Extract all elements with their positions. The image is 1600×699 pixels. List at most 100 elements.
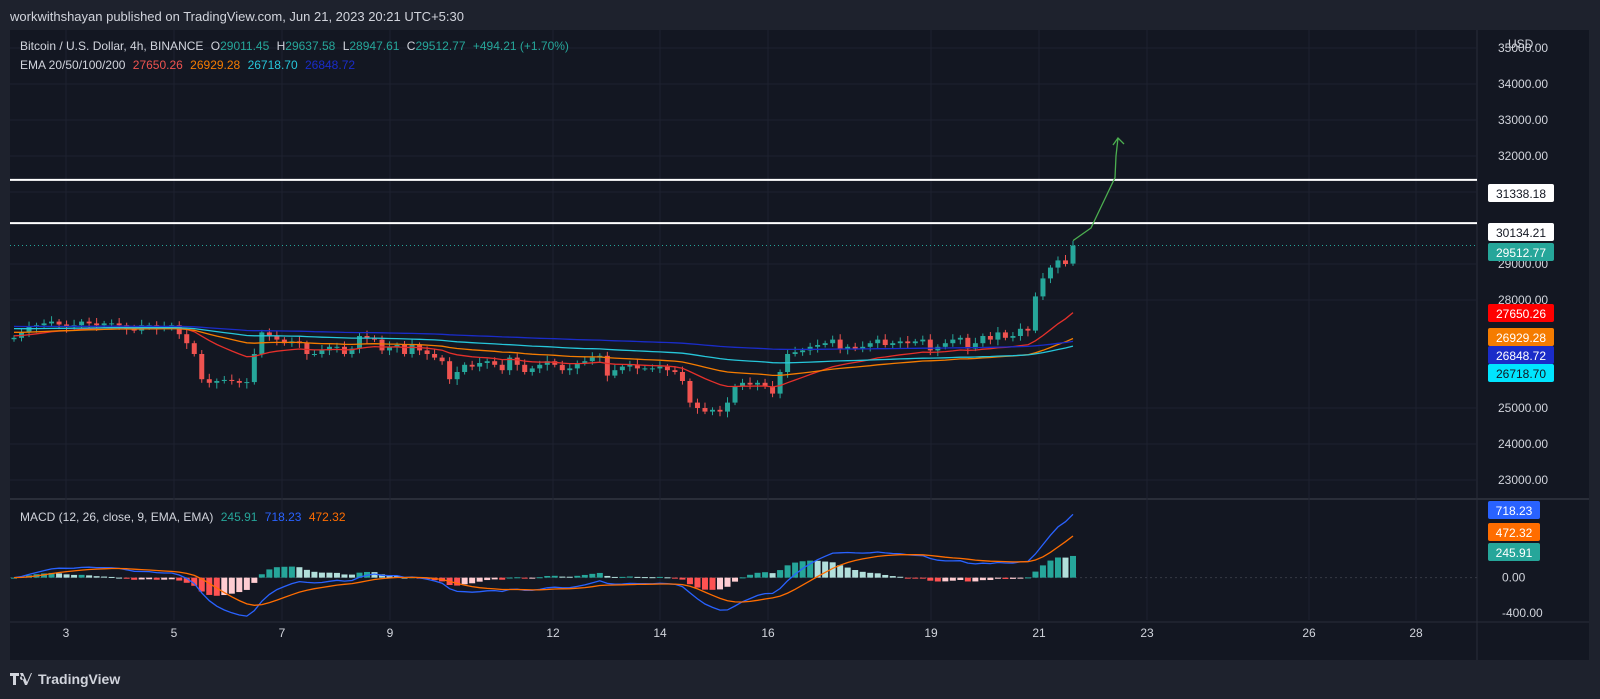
candle [1047, 267, 1053, 279]
macd-hist-bar [266, 569, 273, 578]
macd-hist-bar [1062, 557, 1069, 578]
candle [950, 339, 956, 344]
candle [236, 381, 242, 383]
macd-hist-bar [386, 575, 393, 578]
price-tick: 34000.00 [1498, 77, 1548, 91]
candle [477, 363, 483, 367]
macd-hist-bar [206, 577, 213, 595]
price-label-box [1488, 243, 1554, 261]
macd-hist-bar [792, 562, 799, 578]
ema100-value: 26718.70 [247, 58, 298, 72]
price-tick: 28000.00 [1498, 293, 1548, 307]
macd-hist-bar [566, 576, 573, 578]
candle [199, 354, 205, 380]
ema-50-line [14, 327, 1074, 377]
candle [176, 325, 182, 335]
footer-brand[interactable]: TradingView [10, 671, 120, 687]
macd-hist-bar [521, 577, 528, 579]
candle [49, 321, 55, 324]
candle [687, 381, 693, 403]
candle [349, 348, 355, 354]
candle [807, 346, 813, 351]
macd-hist-bar [626, 576, 633, 578]
macd-hist-bar [777, 570, 784, 578]
candle [109, 323, 115, 325]
projection-arrow [1072, 137, 1119, 242]
candle [627, 364, 633, 367]
macd-hist-bar [281, 566, 288, 578]
candle [747, 382, 753, 385]
macd-hist-bar [927, 577, 934, 581]
candle [664, 366, 670, 371]
macd-hist-bar [859, 571, 866, 578]
price-label-30134.21: 30134.21 [1496, 226, 1546, 240]
macd-hist-bar [484, 577, 491, 581]
candle [612, 370, 618, 376]
candle [454, 372, 460, 380]
candle [552, 361, 558, 365]
macd-hist-bar [852, 570, 859, 578]
macd-hist-bar [1024, 577, 1031, 579]
macd-hist-bar [559, 576, 566, 578]
candle [589, 357, 595, 362]
macd-hist-bar [123, 577, 130, 579]
candle [387, 346, 393, 351]
candle [26, 327, 32, 333]
legend-change: +494.21 (+1.70%) [472, 39, 569, 53]
macd-hist-bar [11, 577, 17, 579]
legend-symbol[interactable]: Bitcoin / U.S. Dollar, 4h, BINANCE [20, 39, 204, 53]
macd-hist-bar [296, 567, 303, 578]
candle [980, 336, 986, 344]
publisher-line: workwithshayan published on TradingView.… [10, 9, 464, 24]
macd-hist-bar [807, 560, 814, 578]
macd-hist-bar [499, 577, 506, 580]
macd-hist-bar [56, 573, 63, 578]
candle [64, 324, 70, 327]
candle [890, 343, 896, 345]
macd-hist-bar [161, 577, 168, 580]
macd-hist-bar [41, 573, 48, 578]
time-label-16: 16 [761, 626, 775, 640]
ema-legend[interactable]: EMA 20/50/100/200 27650.26 26929.28 2671… [20, 58, 359, 72]
macd-hist-bar [897, 576, 904, 578]
chart-frame[interactable]: 3 5 7 9 12 14 16 19 21 23 26 28 USD 35000.00 34000.00 3… [10, 30, 1589, 660]
price-label-box [1488, 328, 1554, 346]
macd-hist-bar [514, 577, 521, 579]
candle [987, 336, 993, 340]
price-label-box [1488, 346, 1554, 364]
macd-hist-bar [341, 574, 348, 578]
candle [957, 337, 963, 340]
macd-hist-bar [251, 577, 258, 583]
macd-hist-bar [311, 571, 318, 578]
macd-hist-bar [326, 572, 333, 578]
candle [649, 368, 655, 370]
macd-hist-bar [461, 577, 468, 585]
macd-hist-bar [454, 577, 461, 586]
candle [574, 363, 580, 369]
macd-hist-bar [679, 577, 686, 580]
candle [897, 341, 903, 344]
macd-hist-bar [1009, 577, 1016, 579]
candle [882, 339, 888, 345]
price-label-26848.72: 26848.72 [1496, 349, 1546, 363]
macd-hist-bar [221, 577, 228, 596]
macd-hist-bar [912, 577, 919, 579]
macd-legend[interactable]: MACD (12, 26, close, 9, EMA, EMA) 245.91… [20, 510, 350, 524]
candle [725, 402, 731, 412]
candle [1055, 260, 1061, 268]
macd-hist-bar [949, 577, 956, 581]
candle [604, 355, 610, 376]
candle [221, 379, 227, 381]
macd-hist-bar [379, 574, 386, 578]
candle [462, 364, 468, 372]
macd-hist-bar [754, 572, 761, 578]
candle [116, 323, 122, 326]
price-tick: 25000.00 [1498, 401, 1548, 415]
macd-hist-bar [739, 577, 746, 579]
macd-hist-bar [769, 573, 776, 578]
price-tick: 35000.00 [1498, 41, 1548, 55]
candle [860, 346, 866, 349]
candle [11, 337, 17, 340]
time-label-26: 26 [1302, 626, 1316, 640]
